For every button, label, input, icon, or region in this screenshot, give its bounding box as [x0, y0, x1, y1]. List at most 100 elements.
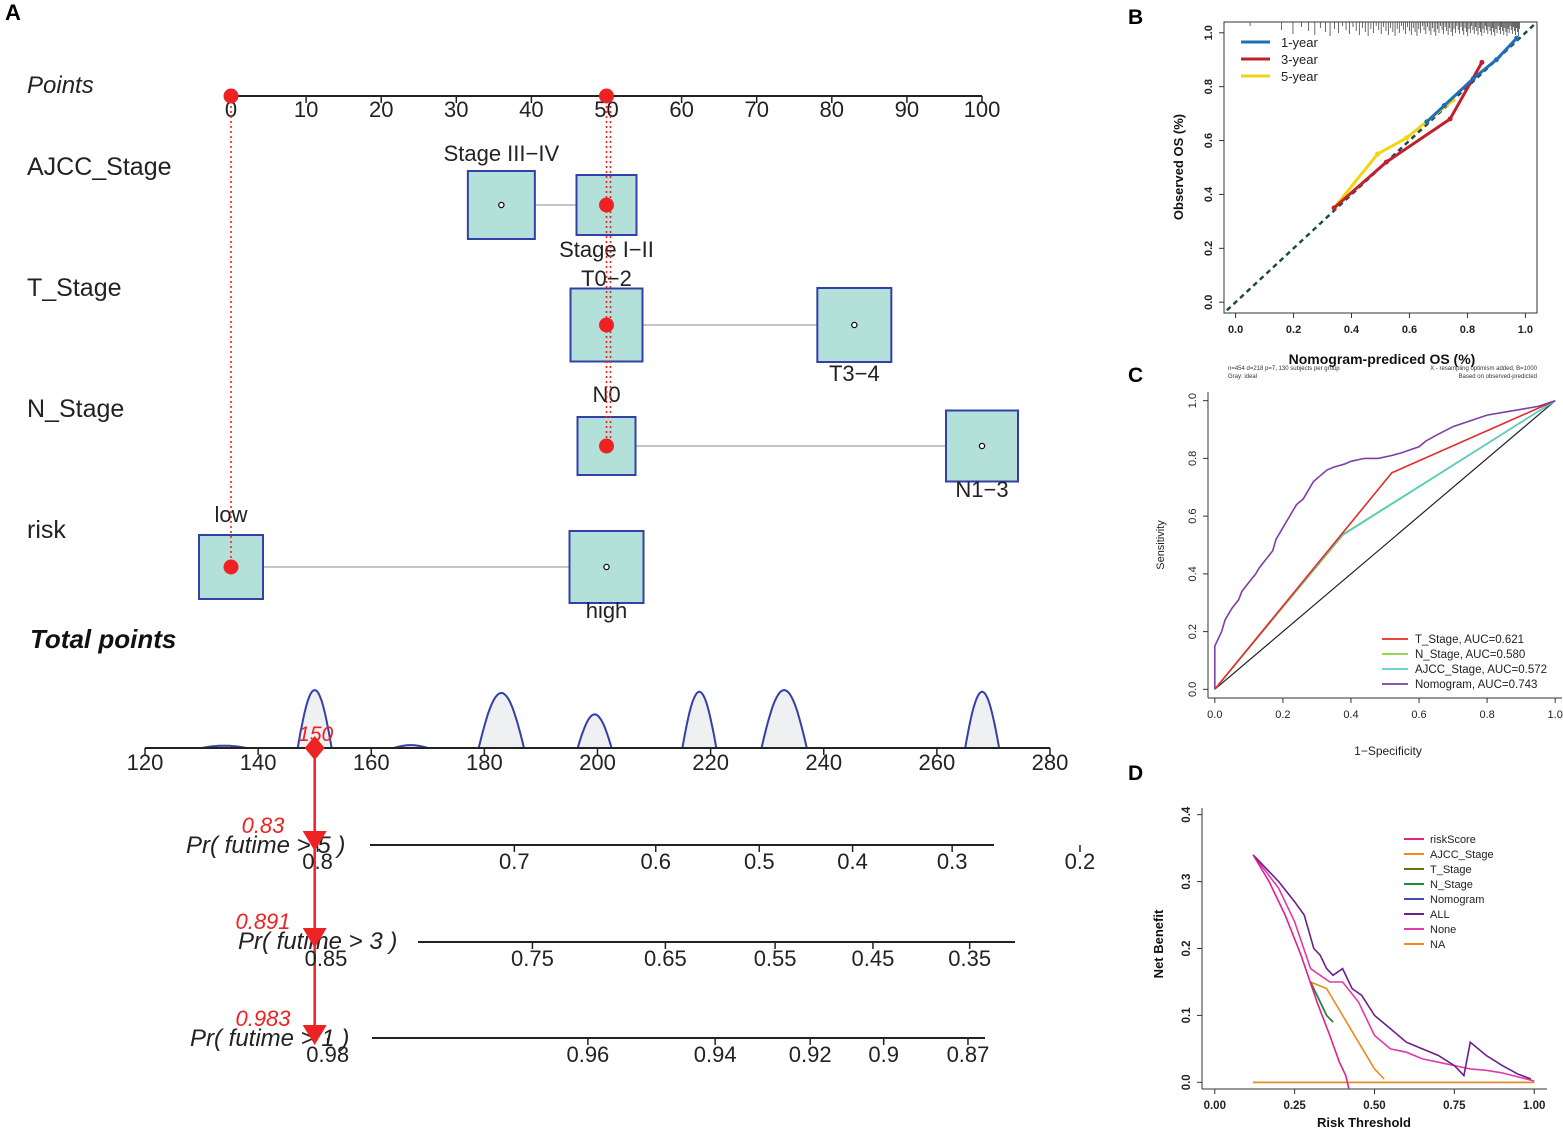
level-label: N1−3 [955, 477, 1008, 502]
x-tick-label: 0.4 [1344, 324, 1360, 336]
survival-axis-tick-label: 0.96 [566, 1042, 609, 1067]
legend-label: AJCC_Stage, AUC=0.572 [1415, 664, 1547, 676]
y-tick-label: 0.2 [1187, 624, 1199, 639]
level-center-dot [603, 563, 610, 571]
x-tick-label: 0.8 [1479, 709, 1494, 721]
y-tick-label: 0.0 [1187, 682, 1199, 697]
total-points-tick-label: 280 [1032, 750, 1069, 775]
points-axis-tick-label: 80 [820, 97, 844, 122]
legend-label: None [1430, 924, 1456, 936]
legend-label: NA [1430, 939, 1446, 951]
y-tick-label: 0.6 [1203, 133, 1215, 148]
survival-axis-tick-label: 0.5 [744, 849, 775, 874]
x-tick-label: 1.00 [1523, 1100, 1545, 1112]
points-axis-tick-label: 70 [744, 97, 768, 122]
variable-name: N_Stage [27, 395, 124, 423]
panel-d-label: D [1128, 762, 1143, 785]
selected-level-marker [599, 317, 614, 333]
legend-label: 5-year [1281, 69, 1319, 84]
y-tick-label: 0.1 [1181, 1007, 1193, 1024]
total-points-tick-label: 260 [919, 750, 956, 775]
survival-axis-tick-label: 0.35 [948, 946, 991, 971]
survival-axis-tick-label: 0.75 [511, 946, 554, 971]
dca-curve [1252, 854, 1350, 1090]
survival-axis-tick-label: 0.65 [644, 946, 687, 971]
calibration-point [1470, 76, 1476, 82]
level-label: high [586, 598, 628, 623]
points-axis-tick-label: 100 [964, 97, 1001, 122]
legend-label: T_Stage, AUC=0.621 [1415, 634, 1524, 646]
total-points-tick-label: 200 [579, 750, 616, 775]
x-tick-label: 0.6 [1402, 324, 1417, 336]
level-center-dot [498, 201, 505, 209]
total-points-marker [304, 736, 325, 760]
y-tick-label: 0.2 [1181, 941, 1193, 957]
level-center-dot [978, 442, 986, 450]
density-peak [477, 691, 526, 749]
dca-panel: 0.00 0.25 0.50 0.75 1.00 0.0 0.1 0.2 0.3 0.4 riskS… [1151, 806, 1547, 1130]
total-points-tick-label: 220 [692, 750, 729, 775]
total-points-tick-label: 240 [805, 750, 842, 775]
x-tick-label: 0.2 [1286, 324, 1301, 336]
legend-label: Nomogram [1430, 894, 1484, 906]
y-tick-label: 0.0 [1181, 1074, 1193, 1090]
legend-label: N_Stage [1430, 879, 1473, 891]
calibration-line [1333, 61, 1484, 210]
survival-axis-tick-label: 0.98 [306, 1042, 349, 1067]
y-tick-label: 0.8 [1203, 79, 1215, 94]
dca-curve [1309, 981, 1334, 1023]
level-box [466, 170, 536, 240]
points-axis-tick-label: 0 [225, 97, 237, 122]
x-axis-title: 1−Specificity [1354, 744, 1422, 758]
points-axis-tick-label: 30 [444, 97, 468, 122]
legend-label: riskScore [1430, 834, 1476, 846]
footnote: Based on observed-predicted [1459, 374, 1537, 380]
panel-c-label: C [1128, 364, 1143, 387]
x-tick-label: 0.50 [1363, 1100, 1385, 1112]
survival-marker [302, 928, 327, 948]
survival-value: 0.983 [235, 1006, 291, 1031]
y-tick-label: 1.0 [1187, 393, 1199, 408]
panel-b-label: B [1128, 6, 1143, 29]
x-tick-label: 0.75 [1443, 1100, 1466, 1112]
density-peak [964, 690, 1001, 749]
x-tick-label: 0.00 [1204, 1100, 1226, 1112]
calibration-point [1375, 151, 1381, 157]
x-tick-label: 0.0 [1228, 324, 1243, 336]
level-label: T3−4 [829, 361, 880, 386]
footnote: n=454 d=218 p=7, 130 subjects per group [1228, 366, 1340, 372]
y-tick-label: 0.2 [1203, 241, 1215, 256]
legend-label: 1-year [1281, 35, 1319, 50]
survival-axis-tick-label: 0.9 [868, 1042, 899, 1067]
x-tick-label: 0.8 [1460, 324, 1475, 336]
x-tick-label: 0.6 [1411, 709, 1426, 721]
total-points-tick-label: 120 [127, 750, 164, 775]
total-points-tick-label: 160 [353, 750, 390, 775]
y-tick-label: 0.0 [1203, 295, 1215, 310]
y-tick-label: 0.3 [1181, 874, 1193, 890]
x-tick-label: 0.4 [1343, 709, 1358, 721]
reference-diagonal [1214, 400, 1556, 690]
calibration-point [1493, 57, 1499, 63]
x-tick-label: 1.0 [1548, 709, 1563, 721]
calibration-point [1404, 135, 1410, 141]
calibration-point [1331, 205, 1337, 211]
panel-a-label: A [5, 0, 21, 25]
calibration-point [1424, 119, 1430, 125]
plot-frame [1223, 21, 1538, 314]
x-tick-label: 0.25 [1283, 1100, 1306, 1112]
y-tick-label: 0.8 [1187, 451, 1199, 466]
survival-axis-tick-label: 0.87 [947, 1042, 990, 1067]
roc-panel: 0.0 0.2 0.4 0.6 0.8 1.0 0.0 0.2 0.4 0.6 0.8 1.0 T_St… [1155, 392, 1563, 758]
survival-axis-tick-label: 0.3 [937, 849, 968, 874]
y-axis-title: Sensitivity [1155, 520, 1167, 570]
calibration-point [1447, 116, 1453, 122]
x-tick-label: 0.0 [1207, 709, 1222, 721]
roc-curve [1214, 399, 1556, 690]
variable-name: T_Stage [27, 274, 122, 302]
calibration-point [1383, 159, 1389, 165]
density-peak [760, 688, 809, 749]
points-axis-tick-label: 10 [294, 97, 318, 122]
survival-value: 0.83 [242, 813, 286, 838]
